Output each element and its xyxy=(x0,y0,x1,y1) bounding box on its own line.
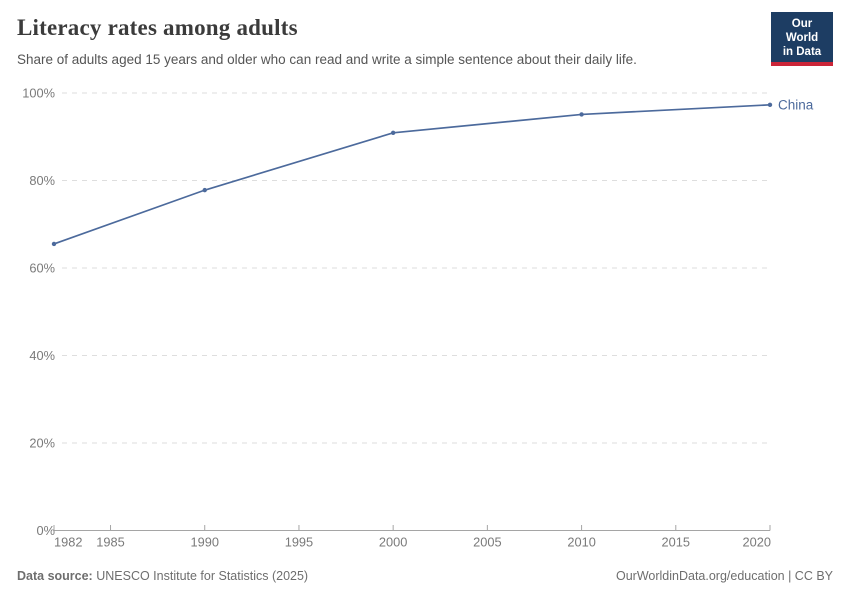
credit-link[interactable]: OurWorldinData.org/education | CC BY xyxy=(615,569,833,583)
data-point xyxy=(390,130,396,136)
series-label: China xyxy=(778,97,814,112)
x-tick-label: 2015 xyxy=(662,535,690,550)
x-tick-label: 2020 xyxy=(743,535,771,550)
y-tick-label: 80% xyxy=(29,173,55,188)
x-tick-label: 2005 xyxy=(473,535,501,550)
page-title: Literacy rates among adults xyxy=(17,15,298,40)
y-tick-label: 100% xyxy=(22,86,55,101)
y-tick-label: 60% xyxy=(29,261,55,276)
y-tick-label: 40% xyxy=(29,348,55,363)
x-tick-label: 1985 xyxy=(96,535,124,550)
data-source-label: Data source: xyxy=(17,569,93,583)
x-tick-label: 2010 xyxy=(567,535,595,550)
chart-subtitle: Share of adults aged 15 years and older … xyxy=(17,52,637,67)
x-tick-label: 1990 xyxy=(191,535,219,550)
data-point xyxy=(767,102,773,108)
owid-logo-line2: in Data xyxy=(782,46,822,58)
data-point xyxy=(202,187,207,193)
series-line-china xyxy=(53,103,771,245)
x-tick-label: 2000 xyxy=(379,535,407,550)
data-source-value: UNESCO Institute for Statistics (2025) xyxy=(96,569,309,583)
owid-logo[interactable]: Our World in Data xyxy=(771,12,833,66)
x-tick-label: 1982 xyxy=(54,535,82,550)
data-point xyxy=(51,241,57,247)
chart-footer: Data source: UNESCO Institute for Statis… xyxy=(17,568,833,585)
owid-logo-line1: Our World xyxy=(785,18,819,44)
data-point xyxy=(579,112,584,117)
data-source[interactable]: Data source: UNESCO Institute for Statis… xyxy=(17,568,308,585)
y-tick-label: 20% xyxy=(29,436,55,451)
x-tick-label: 1995 xyxy=(285,535,313,550)
y-tick-label: 0% xyxy=(37,523,56,538)
